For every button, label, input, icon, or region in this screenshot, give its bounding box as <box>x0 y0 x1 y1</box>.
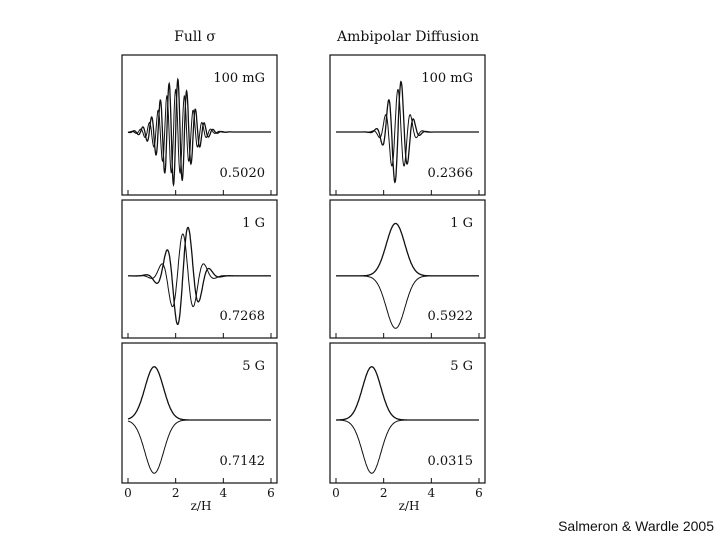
field-strength-label: 5 G <box>450 359 473 374</box>
xlabel-left: z/H <box>191 499 212 513</box>
field-curve-1 <box>336 366 479 421</box>
panel-full-sigma-2: 0 2 4 6 5 G 0.7142 <box>121 342 278 500</box>
growth-rate-label: 0.2366 <box>428 166 474 181</box>
x-tick-label: 4 <box>220 486 228 500</box>
field-strength-label: 100 mG <box>421 71 473 86</box>
panel-full-sigma-1: 1 G 0.7268 <box>121 199 278 339</box>
growth-rate-label: 0.7142 <box>220 454 266 469</box>
x-tick-label: 6 <box>475 486 483 500</box>
x-tick-label: 6 <box>267 486 275 500</box>
x-tick-label: 0 <box>332 486 340 500</box>
growth-rate-label: 0.0315 <box>428 454 474 469</box>
xlabel-right: z/H <box>399 499 420 513</box>
panel-frame <box>121 342 278 484</box>
panel-frame <box>329 342 486 484</box>
panel-ambipolar-1: 1 G 0.5922 <box>329 199 486 339</box>
field-strength-label: 1 G <box>450 216 473 231</box>
field-curve-2 <box>336 419 479 474</box>
growth-rate-label: 0.5922 <box>428 309 474 324</box>
growth-rate-label: 0.7268 <box>220 309 266 324</box>
field-curve-1 <box>127 366 271 421</box>
field-curve-1 <box>336 222 479 277</box>
field-curve-2 <box>128 233 271 308</box>
panel-frame <box>121 54 278 196</box>
growth-rate-label: 0.5020 <box>220 166 266 181</box>
field-curve-2 <box>127 88 271 175</box>
field-strength-label: 5 G <box>242 359 265 374</box>
field-strength-label: 1 G <box>242 216 265 231</box>
field-curve-2 <box>336 275 479 329</box>
credit-caption: Salmeron & Wardle 2005 <box>558 518 714 534</box>
x-tick-label: 4 <box>428 486 436 500</box>
panel-frame <box>329 199 486 339</box>
field-curve-2 <box>336 88 479 167</box>
panel-ambipolar-0: 100 mG 0.2366 <box>329 54 486 196</box>
field-curve-2 <box>127 419 271 474</box>
x-tick-label: 0 <box>124 486 132 500</box>
column-title-ambipolar: Ambipolar Diffusion <box>336 29 479 45</box>
panel-frame <box>121 199 278 339</box>
x-tick-label: 2 <box>172 486 180 500</box>
column-title-full-sigma: Full σ <box>174 29 216 45</box>
field-strength-label: 100 mG <box>213 71 265 86</box>
x-tick-label: 2 <box>380 486 388 500</box>
panel-frame <box>329 54 486 196</box>
panel-ambipolar-2: 0 2 4 6 5 G 0.0315 <box>329 342 486 500</box>
panel-full-sigma-0: 100 mG 0.5020 <box>121 54 278 196</box>
